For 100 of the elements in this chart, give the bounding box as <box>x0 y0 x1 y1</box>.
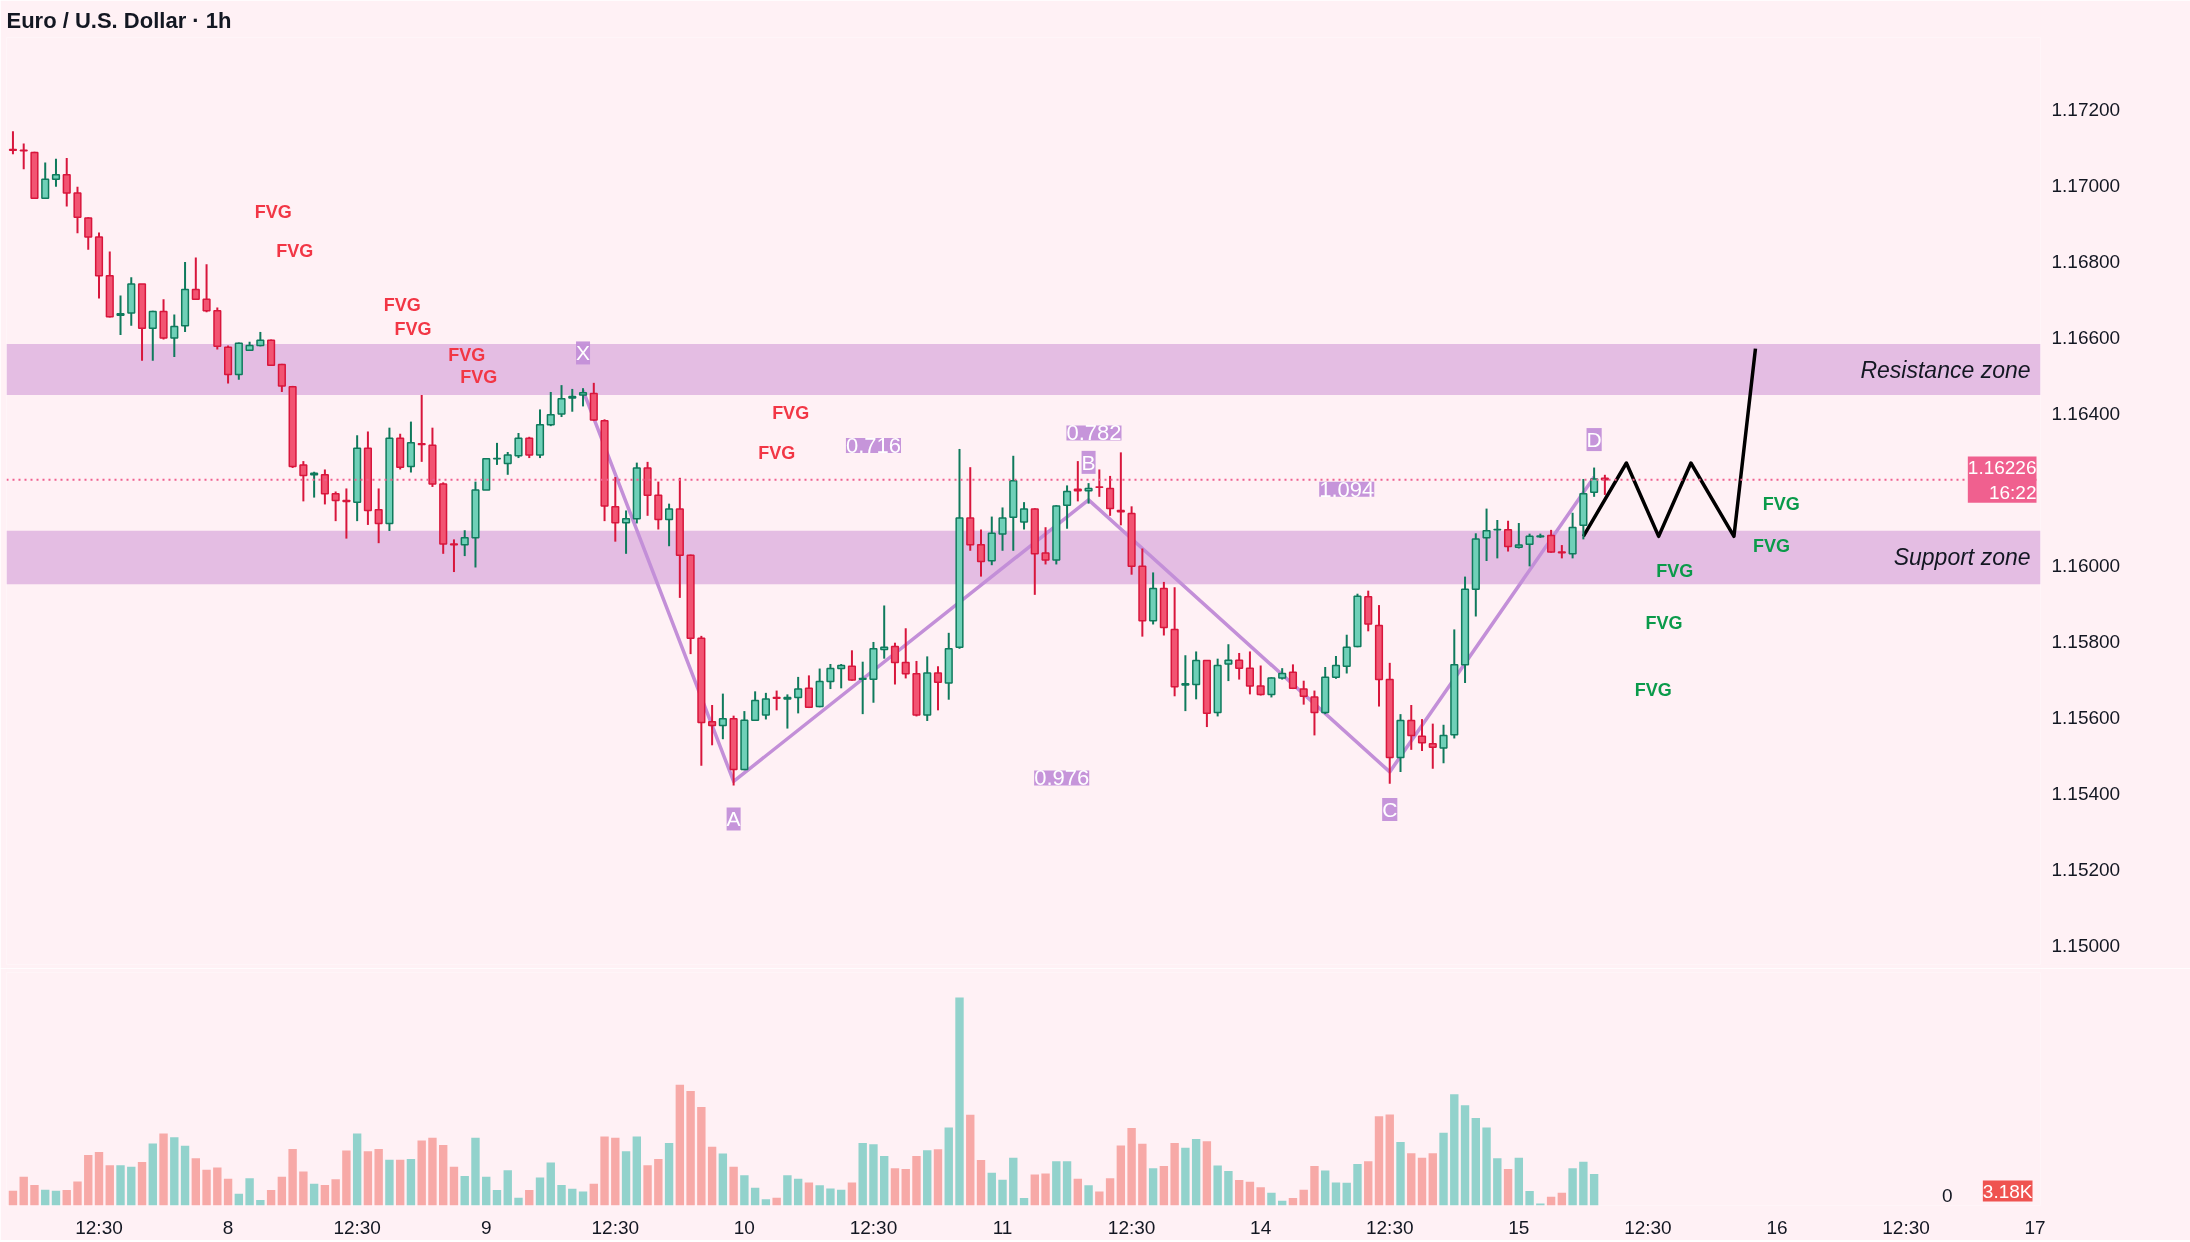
bar <box>815 1185 824 1206</box>
bar <box>1471 1117 1480 1206</box>
candlestick <box>794 675 803 715</box>
bar <box>62 1190 71 1206</box>
candlestick <box>1181 654 1190 713</box>
bar <box>180 1145 190 1206</box>
x-tick-label: 17 <box>2024 1216 2046 1238</box>
candlestick <box>578 387 588 408</box>
bar <box>836 1189 846 1206</box>
bar <box>514 1197 523 1206</box>
candlestick <box>858 660 867 716</box>
bar <box>1073 1178 1083 1206</box>
bar <box>1310 1165 1319 1206</box>
band-label: Support zone <box>1893 544 2031 571</box>
candlestick <box>51 157 61 188</box>
bar <box>1450 1094 1459 1206</box>
bar <box>568 1188 577 1206</box>
candlestick <box>116 294 125 336</box>
bar <box>352 1133 362 1206</box>
candlestick <box>148 309 157 362</box>
annotation: 0.976 <box>1034 765 1090 791</box>
bar <box>1148 1168 1158 1206</box>
bar <box>492 1190 502 1206</box>
bar <box>137 1162 147 1206</box>
candlestick <box>1482 507 1491 563</box>
bar <box>1062 1161 1072 1206</box>
candlestick <box>331 490 340 523</box>
bar <box>331 1179 340 1206</box>
bar <box>772 1197 781 1206</box>
bar <box>127 1166 136 1206</box>
x-tick-label: 16 <box>1766 1216 1788 1238</box>
bar <box>1568 1168 1577 1206</box>
bar <box>417 1140 426 1206</box>
bar <box>535 1177 545 1206</box>
y-tick-label: 1.17000 <box>2051 175 2121 197</box>
bar <box>933 1149 943 1206</box>
x-tick-label: 14 <box>1250 1216 1272 1238</box>
candlestick <box>514 431 523 460</box>
candlestick <box>277 362 286 393</box>
bar <box>1202 1141 1212 1206</box>
bar <box>1460 1105 1470 1206</box>
bar <box>718 1153 728 1206</box>
bar <box>1095 1191 1104 1206</box>
bar <box>890 1168 900 1206</box>
annotation: FVG <box>394 318 432 339</box>
bar <box>998 1179 1007 1206</box>
bar <box>94 1152 104 1206</box>
x-tick-label: 12:30 <box>591 1216 640 1238</box>
bar <box>191 1158 200 1206</box>
candlestick <box>62 156 71 208</box>
candlestick <box>718 692 727 741</box>
x-tick-label: 12:30 <box>75 1216 123 1238</box>
bar <box>740 1175 749 1206</box>
annotation: FVG <box>383 294 421 315</box>
bar <box>1321 1170 1330 1206</box>
candlestick <box>847 649 857 682</box>
bar <box>880 1155 889 1206</box>
bar <box>1009 1157 1018 1206</box>
y-tick-label: 1.16400 <box>2051 403 2121 425</box>
bar <box>213 1167 222 1206</box>
data-label: C <box>1382 797 1398 821</box>
annotation: FVG <box>1645 613 1683 634</box>
candlestick <box>460 529 469 558</box>
bar <box>1181 1147 1190 1206</box>
bar <box>1138 1143 1147 1206</box>
bar <box>1267 1192 1276 1206</box>
candlestick <box>933 665 943 712</box>
bar <box>761 1199 771 1206</box>
bar <box>374 1149 383 1206</box>
bar <box>1493 1158 1502 1206</box>
annotation: FVG <box>254 201 292 222</box>
candlestick <box>1106 474 1115 517</box>
bar <box>955 997 964 1206</box>
candlestick <box>611 476 620 543</box>
candlestick <box>1062 484 1072 530</box>
y-tick-label: 1.15200 <box>2051 859 2121 881</box>
annotation: FVG <box>1762 494 1800 515</box>
bar <box>1407 1153 1416 1206</box>
y-tick-label: 1.15000 <box>2051 935 2121 956</box>
bar <box>589 1183 598 1206</box>
candlestick <box>299 460 308 503</box>
x-tick-label: 11 <box>992 1216 1013 1238</box>
bar <box>1084 1185 1093 1206</box>
candlestick <box>1514 522 1523 550</box>
candlestick <box>84 216 93 251</box>
candlestick <box>1073 460 1082 503</box>
bar <box>1385 1114 1394 1206</box>
bar <box>1170 1142 1179 1206</box>
annotation: 3.18K <box>1982 1180 2033 1202</box>
bar <box>546 1162 555 1206</box>
bar <box>976 1159 986 1206</box>
candlestick <box>1439 723 1448 765</box>
candlestick <box>568 387 577 413</box>
data-label: X <box>576 341 591 365</box>
bar <box>1525 1190 1534 1206</box>
bar <box>1331 1182 1341 1206</box>
candlestick <box>1600 473 1609 496</box>
candlestick <box>310 470 319 499</box>
data-label: A <box>726 807 741 831</box>
bar <box>309 1183 319 1206</box>
